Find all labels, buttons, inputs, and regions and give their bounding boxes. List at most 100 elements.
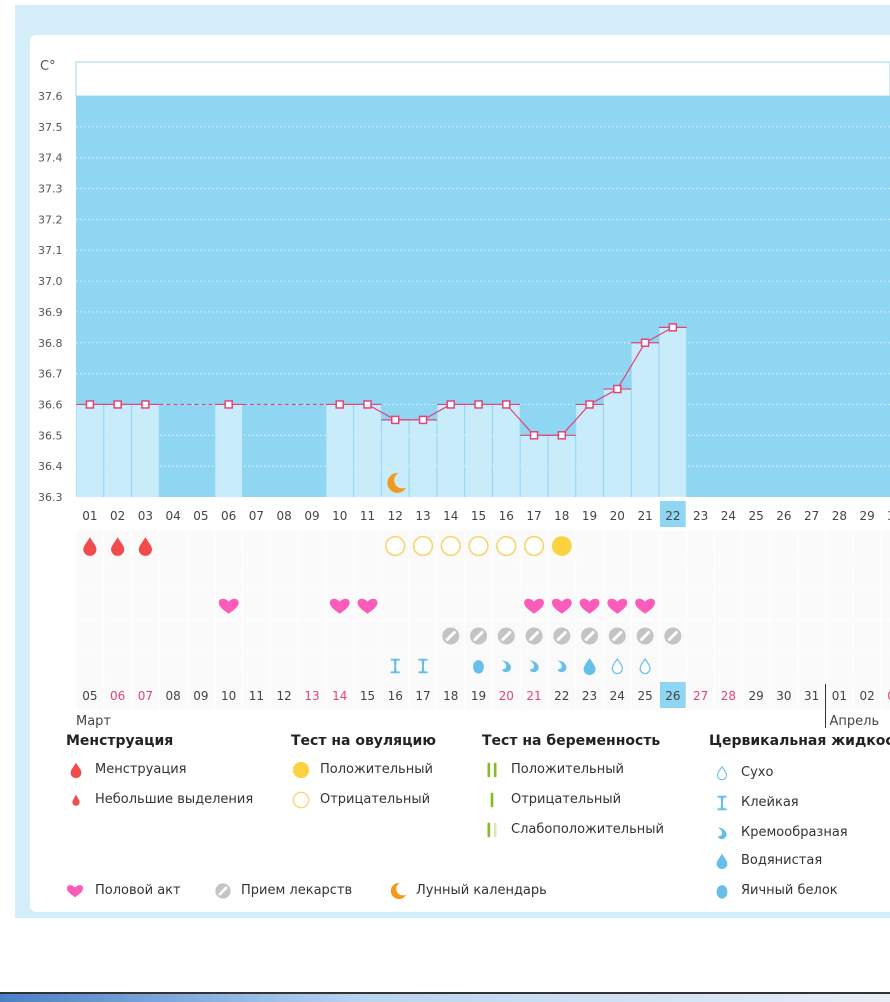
temperature-point[interactable]	[640, 338, 650, 348]
temperature-point[interactable]	[613, 384, 622, 394]
grid-cell	[520, 680, 548, 710]
temperature-point[interactable]	[557, 431, 567, 440]
cycle-day-label[interactable]: 11	[360, 509, 375, 523]
pill-icon[interactable]	[440, 626, 461, 646]
date-label[interactable]: 21	[526, 689, 541, 703]
date-label[interactable]: 23	[582, 689, 597, 703]
temperature-point[interactable]	[335, 400, 344, 409]
cycle-day-label[interactable]: 14	[443, 509, 458, 523]
date-label[interactable]: 07	[138, 689, 153, 703]
temperature-point[interactable]	[85, 400, 95, 409]
cycle-day-label[interactable]: 20	[610, 509, 625, 523]
ovulation-positive-icon[interactable]	[551, 536, 572, 556]
date-label[interactable]: 02	[860, 689, 875, 703]
date-label[interactable]: 29	[748, 689, 763, 703]
ovulation-negative-icon[interactable]	[496, 535, 517, 557]
temperature-point[interactable]	[141, 400, 150, 409]
cycle-day-label[interactable]: 05	[193, 509, 208, 523]
date-label[interactable]: 17	[415, 689, 430, 703]
cycle-day-label[interactable]: 08	[277, 509, 292, 523]
cycle-day-label[interactable]: 07	[249, 509, 264, 523]
cycle-day-label[interactable]: 24	[721, 509, 736, 523]
date-label[interactable]: 30	[776, 689, 791, 703]
date-label[interactable]: 06	[110, 689, 125, 703]
temperature-point[interactable]	[585, 400, 594, 409]
pill-icon[interactable]	[551, 626, 572, 646]
date-label[interactable]: 24	[610, 689, 625, 703]
pill-icon[interactable]	[496, 626, 517, 646]
cycle-day-label[interactable]: 18	[554, 509, 569, 523]
cycle-day-label[interactable]: 04	[166, 509, 181, 523]
ovulation-negative-icon[interactable]	[523, 535, 545, 557]
ovulation-negative-icon[interactable]	[412, 535, 434, 557]
cycle-day-label[interactable]: 15	[471, 509, 486, 523]
date-label[interactable]: 13	[304, 689, 319, 703]
cycle-day-label[interactable]: 02	[110, 509, 125, 523]
date-label[interactable]: 22	[554, 689, 569, 703]
date-label[interactable]: 10	[221, 689, 236, 703]
temperature-point[interactable]	[474, 400, 483, 409]
temperature-point[interactable]	[668, 323, 678, 332]
cycle-day-label[interactable]: 28	[832, 509, 847, 523]
grid-cell	[770, 680, 798, 710]
cycle-day-label[interactable]: 23	[693, 509, 708, 523]
date-label[interactable]: 14	[332, 689, 347, 703]
cycle-day-label[interactable]: 27	[804, 509, 819, 523]
date-label[interactable]: 19	[471, 689, 486, 703]
grid-cell	[132, 590, 159, 620]
temperature-point[interactable]	[113, 400, 122, 409]
temperature-point[interactable]	[224, 400, 233, 409]
date-label[interactable]: 18	[443, 689, 458, 703]
cycle-day-label[interactable]: 30	[887, 509, 890, 523]
cycle-day-label[interactable]: 21	[637, 509, 652, 523]
pill-icon[interactable]	[662, 626, 683, 646]
date-label[interactable]: 27	[693, 689, 708, 703]
date-label[interactable]: 11	[249, 689, 264, 703]
date-label[interactable]: 05	[82, 689, 97, 703]
cycle-day-label[interactable]: 26	[776, 509, 791, 523]
cycle-day-label[interactable]: 06	[221, 509, 236, 523]
cycle-day-label[interactable]: 10	[332, 509, 347, 523]
date-label[interactable]: 25	[637, 689, 652, 703]
pill-icon[interactable]	[468, 626, 489, 646]
date-label[interactable]: 01	[832, 689, 847, 703]
date-label[interactable]: 03	[887, 689, 890, 703]
pill-icon[interactable]	[524, 626, 545, 646]
date-label[interactable]: 26	[665, 689, 680, 703]
temperature-point[interactable]	[390, 415, 400, 425]
pill-icon[interactable]	[607, 626, 628, 646]
date-label[interactable]: 20	[499, 689, 514, 703]
cycle-day-label[interactable]: 17	[526, 509, 541, 523]
cycle-day-label[interactable]: 29	[860, 509, 875, 523]
cycle-day-label[interactable]: 25	[748, 509, 763, 523]
cycle-day-label[interactable]: 19	[582, 509, 597, 523]
temperature-point[interactable]	[418, 415, 428, 425]
temperature-point[interactable]	[363, 400, 372, 409]
date-label[interactable]: 28	[721, 689, 736, 703]
cycle-day-label[interactable]: 16	[499, 509, 514, 523]
cycle-day-label[interactable]: 01	[82, 509, 97, 523]
grid-cell	[603, 560, 631, 590]
cycle-day-label[interactable]: 03	[138, 509, 153, 523]
date-label[interactable]: 08	[166, 689, 181, 703]
grid-cell	[465, 590, 492, 620]
ovulation-negative-icon[interactable]	[440, 535, 461, 557]
temperature-point[interactable]	[502, 400, 511, 409]
cycle-day-label[interactable]: 09	[304, 509, 319, 523]
ovulation-negative-icon[interactable]	[468, 535, 489, 557]
temperature-point[interactable]	[446, 400, 456, 409]
date-label[interactable]: 15	[360, 689, 375, 703]
date-label[interactable]: 31	[804, 689, 819, 703]
ovulation-negative-icon[interactable]	[385, 535, 406, 557]
pill-icon[interactable]	[635, 626, 656, 646]
cycle-day-label[interactable]: 13	[415, 509, 430, 523]
date-label[interactable]: 16	[388, 689, 403, 703]
temperature-point[interactable]	[529, 431, 539, 440]
temperature-bar	[326, 404, 354, 497]
cycle-day-label[interactable]: 22	[665, 509, 680, 523]
cervical-eggwhite-icon[interactable]	[473, 660, 484, 674]
pill-icon[interactable]	[579, 626, 600, 646]
date-label[interactable]: 12	[277, 689, 292, 703]
cycle-day-label[interactable]: 12	[388, 509, 403, 523]
date-label[interactable]: 09	[193, 689, 208, 703]
